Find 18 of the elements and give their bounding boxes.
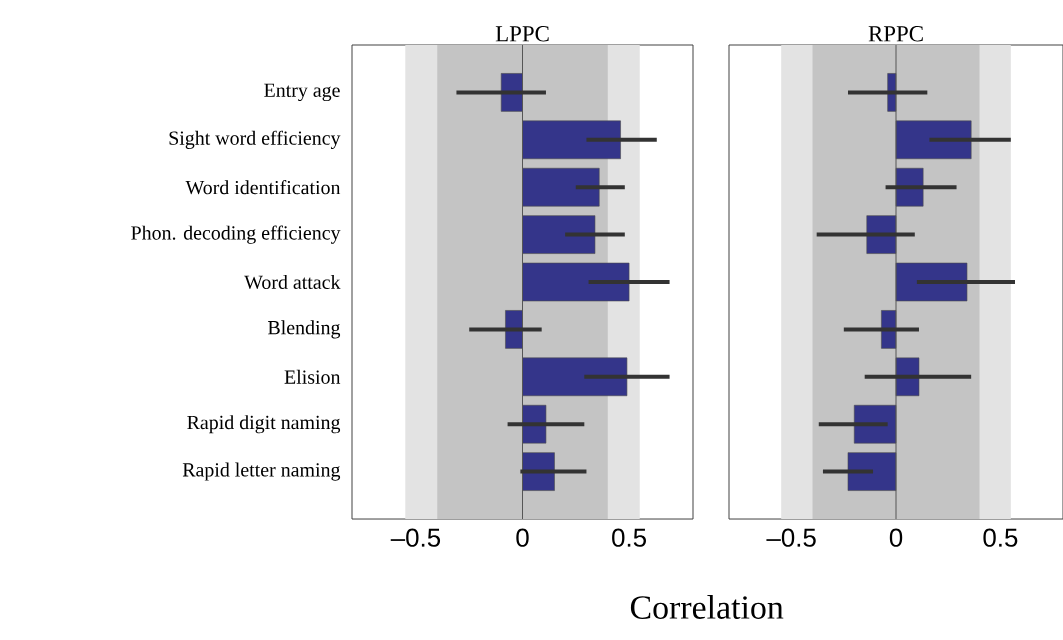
y-tick-label: Rapid letter naming (182, 462, 341, 481)
x-tick-label: –0.5 (390, 528, 441, 547)
y-tick-label: Sight word efficiency (169, 130, 341, 149)
x-tick-label: 0.5 (612, 528, 646, 547)
x-tick-label: 0.5 (983, 528, 1018, 547)
y-tick-label: Blending (268, 320, 341, 339)
y-tick-label: Elision (284, 369, 341, 384)
chart-title: RPPC (868, 26, 923, 42)
y-tick-label: Word attack (244, 274, 341, 290)
y-tick-label: Entry age (264, 83, 340, 102)
x-axis-title: Correlation (630, 595, 784, 619)
x-tick-label: –0.5 (766, 528, 816, 547)
y-tick-label: Word identification (185, 180, 341, 195)
y-tick-label: Rapid digit naming (187, 415, 341, 434)
x-tick-label: 0 (516, 528, 529, 547)
chart-title: LPPC (495, 26, 549, 42)
y-tick-label: Phon. decoding efficiency (131, 225, 341, 244)
x-tick-label: 0 (889, 528, 903, 547)
